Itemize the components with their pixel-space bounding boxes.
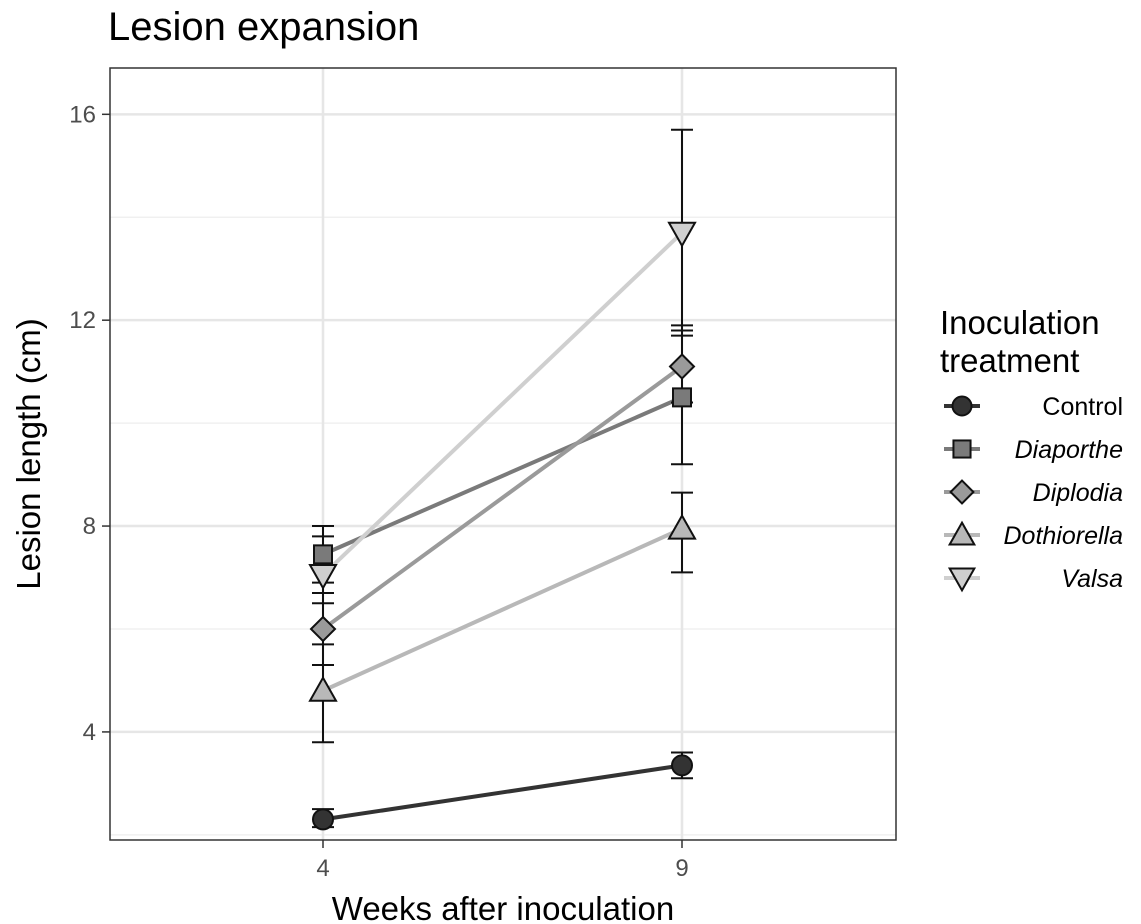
legend: Inoculation treatment Control Diaporthe Di… [940, 304, 1123, 593]
data-point-diaporthe [313, 544, 333, 565]
series-line-control [322, 763, 683, 822]
plot-border [109, 67, 897, 841]
y-tick-label: 12 [69, 307, 96, 334]
x-tick-label: 4 [316, 855, 329, 882]
legend-item-dothiorella: Dothiorella [944, 520, 1123, 550]
y-tick-label: 4 [83, 719, 96, 746]
series-line-valsa [321, 231, 684, 577]
y-tick-label: 8 [83, 513, 96, 540]
series-line-diaporthe [322, 395, 683, 557]
legend-item-control: Control [944, 393, 1123, 421]
data-point-valsa [308, 563, 338, 590]
plot-panel [110, 68, 896, 840]
legend-key-triangle-down-icon [947, 567, 977, 593]
data-point-dothiorella [667, 513, 697, 540]
y-tick-label: 16 [69, 101, 96, 128]
legend-label-control: Control [1042, 393, 1123, 421]
data-point-control [312, 808, 334, 831]
data-point-diaporthe [672, 387, 692, 408]
legend-items: Control Diaporthe Diplodia Dothiorella Valsa [944, 393, 1123, 593]
y-axis: 4 8 12 16 [69, 101, 110, 746]
markers [308, 221, 697, 831]
data-point-dothiorella [308, 675, 338, 702]
legend-item-diaporthe: Diaporthe [944, 436, 1123, 464]
data-point-control [671, 754, 693, 777]
legend-title-line-2: treatment [940, 342, 1079, 379]
data-point-diplodia [668, 353, 696, 380]
data-point-valsa [667, 221, 697, 248]
series-line-dothiorella [322, 526, 683, 693]
x-tick-label: 9 [675, 855, 688, 882]
legend-label-diplodia: Diplodia [1033, 479, 1123, 507]
legend-key-square-icon [952, 439, 972, 459]
legend-label-dothiorella: Dothiorella [1003, 522, 1123, 550]
legend-key-triangle-up-icon [947, 520, 977, 546]
legend-item-diplodia: Diplodia [944, 479, 1123, 507]
series-lines [321, 231, 684, 822]
series-line-diplodia [321, 364, 684, 631]
legend-label-valsa: Valsa [1061, 565, 1123, 593]
legend-title-line-1: Inoculation [940, 304, 1100, 341]
x-axis-title: Weeks after inoculation [332, 890, 674, 924]
data-point-diplodia [309, 615, 337, 643]
chart-title: Lesion expansion [108, 5, 419, 49]
legend-key-circle-icon [951, 395, 973, 417]
y-axis-title: Lesion length (cm) [10, 318, 47, 589]
legend-label-diaporthe: Diaporthe [1015, 436, 1123, 464]
legend-item-valsa: Valsa [944, 565, 1123, 593]
legend-key-diamond-icon [949, 479, 975, 505]
